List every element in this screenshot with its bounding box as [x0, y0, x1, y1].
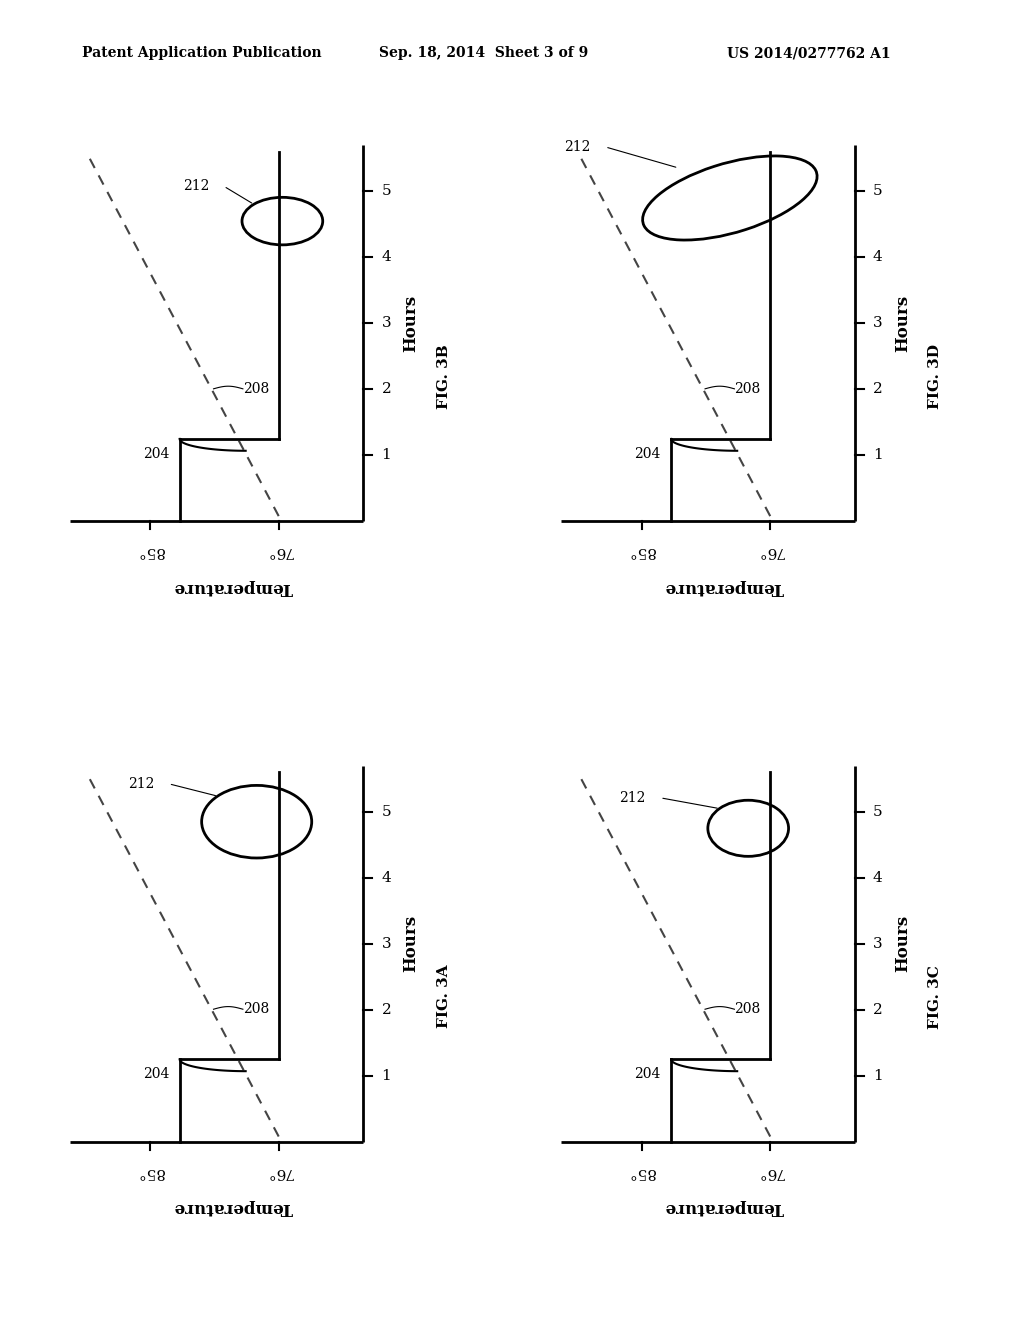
Text: 208: 208 — [243, 381, 269, 396]
Text: 85°: 85° — [629, 1164, 655, 1179]
Text: 3: 3 — [872, 937, 883, 950]
Text: 1: 1 — [382, 449, 391, 462]
Text: 2: 2 — [872, 1003, 883, 1016]
Text: Patent Application Publication: Patent Application Publication — [82, 46, 322, 61]
Text: Sep. 18, 2014  Sheet 3 of 9: Sep. 18, 2014 Sheet 3 of 9 — [379, 46, 588, 61]
Text: FIG. 3D: FIG. 3D — [929, 343, 942, 409]
Text: 1: 1 — [382, 1069, 391, 1082]
Text: 204: 204 — [635, 1067, 660, 1081]
Text: 212: 212 — [182, 180, 209, 193]
Text: 208: 208 — [243, 1002, 269, 1016]
Text: FIG. 3A: FIG. 3A — [437, 965, 451, 1028]
Text: 76°: 76° — [265, 544, 292, 558]
Text: 2: 2 — [872, 383, 883, 396]
Text: 76°: 76° — [757, 544, 783, 558]
Text: 208: 208 — [734, 1002, 761, 1016]
Text: 85°: 85° — [137, 1164, 164, 1179]
Text: 4: 4 — [872, 251, 883, 264]
Text: 212: 212 — [564, 140, 591, 154]
Text: 1: 1 — [872, 449, 883, 462]
Text: Hours: Hours — [894, 294, 910, 352]
Text: 85°: 85° — [137, 544, 164, 558]
Text: 212: 212 — [128, 776, 154, 791]
Text: 3: 3 — [382, 317, 391, 330]
Text: FIG. 3B: FIG. 3B — [437, 343, 451, 409]
Text: 208: 208 — [734, 381, 761, 396]
Text: Hours: Hours — [402, 915, 419, 973]
Text: 1: 1 — [872, 1069, 883, 1082]
Text: 5: 5 — [382, 185, 391, 198]
Text: Temperature: Temperature — [665, 1200, 784, 1216]
Text: 3: 3 — [872, 317, 883, 330]
Text: 5: 5 — [872, 185, 883, 198]
Text: 3: 3 — [382, 937, 391, 950]
Text: Temperature: Temperature — [173, 1200, 293, 1216]
Text: 5: 5 — [382, 805, 391, 818]
Text: 212: 212 — [620, 791, 645, 805]
Text: 4: 4 — [382, 871, 391, 884]
Text: 4: 4 — [382, 251, 391, 264]
Text: 2: 2 — [382, 383, 391, 396]
Text: Temperature: Temperature — [665, 579, 784, 595]
Text: 204: 204 — [635, 446, 660, 461]
Text: 5: 5 — [872, 805, 883, 818]
Text: 204: 204 — [143, 446, 169, 461]
Text: 4: 4 — [872, 871, 883, 884]
Text: 204: 204 — [143, 1067, 169, 1081]
Text: FIG. 3C: FIG. 3C — [929, 965, 942, 1028]
Text: 85°: 85° — [629, 544, 655, 558]
Text: Hours: Hours — [894, 915, 910, 973]
Text: US 2014/0277762 A1: US 2014/0277762 A1 — [727, 46, 891, 61]
Text: 76°: 76° — [757, 1164, 783, 1179]
Text: 2: 2 — [382, 1003, 391, 1016]
Text: 76°: 76° — [265, 1164, 292, 1179]
Text: Hours: Hours — [402, 294, 419, 352]
Text: Temperature: Temperature — [173, 579, 293, 595]
